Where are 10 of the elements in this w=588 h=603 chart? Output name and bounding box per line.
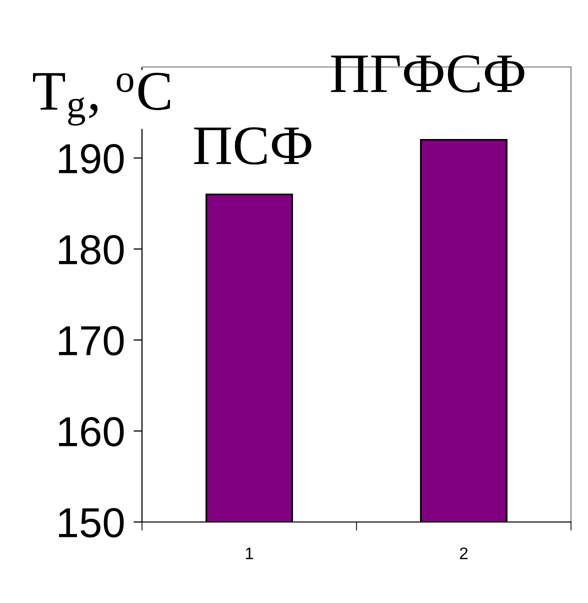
y-tick-label: 170 xyxy=(59,326,124,356)
annotation: ПСФ xyxy=(194,127,312,165)
x-tick-label: 1 xyxy=(246,548,254,560)
y-tick-label: 190 xyxy=(59,144,124,174)
x-tick-label: 2 xyxy=(460,547,468,560)
y-axis-title: T$_{g}$, $^{o}$C xyxy=(33,72,170,126)
y-tick-label: 180 xyxy=(59,235,124,265)
y-tick-label: 160 xyxy=(59,417,124,447)
annotation: ПГФСФ xyxy=(331,55,524,93)
y-tick-label: 150 xyxy=(59,508,124,538)
